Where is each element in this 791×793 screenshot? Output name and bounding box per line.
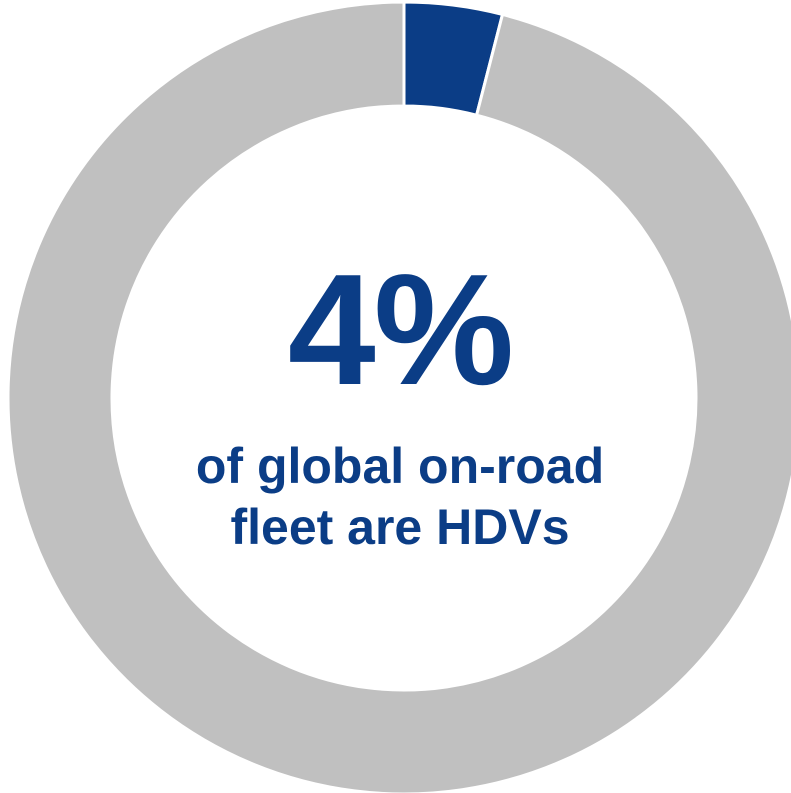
caption-line-1: of global on-road xyxy=(195,438,605,494)
donut-slice-remainder xyxy=(6,0,791,793)
center-percentage: 4% xyxy=(287,242,514,418)
center-caption: of global on-road fleet are HDVs xyxy=(0,436,791,558)
caption-line-2: fleet are HDVs xyxy=(230,499,570,555)
